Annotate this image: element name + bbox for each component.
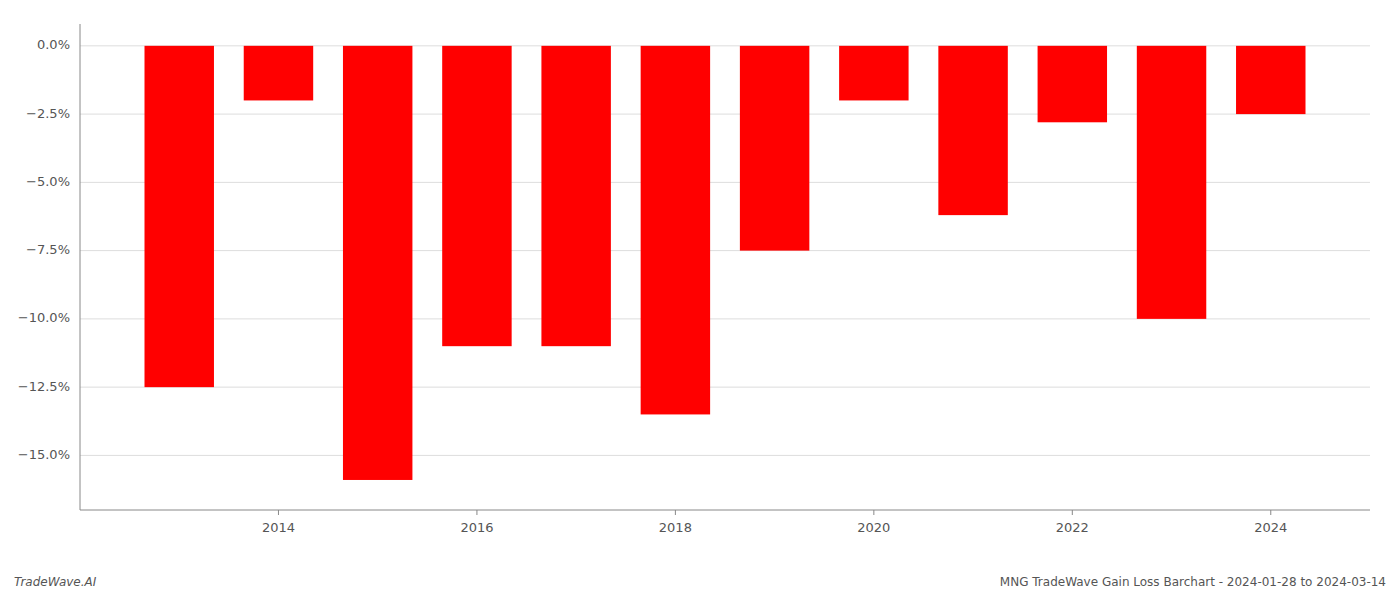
x-tick <box>476 510 477 515</box>
y-tick-label: −2.5% <box>26 106 70 121</box>
x-tick <box>1072 510 1073 515</box>
footer: TradeWave.AI MNG TradeWave Gain Loss Barc… <box>14 575 1386 589</box>
chart-svg: 0.0% −2.5% −5.0% −7.5% −10.0% −12.5% −15.0% 201… <box>0 0 1400 600</box>
bar <box>442 46 511 346</box>
x-tick-label: 2014 <box>262 520 295 535</box>
x-tick-label: 2024 <box>1254 520 1287 535</box>
grid-line <box>80 387 1370 388</box>
bar <box>145 46 214 387</box>
chart-title: MNG TradeWave Gain Loss Barchart - 2024-… <box>1000 575 1386 589</box>
x-tick <box>1270 510 1271 515</box>
x-tick <box>675 510 676 515</box>
bar <box>343 46 412 480</box>
bar <box>839 46 908 101</box>
x-axis-line <box>80 510 1370 511</box>
y-tick-label: −10.0% <box>18 310 70 325</box>
bars <box>145 46 1306 480</box>
x-tick-label: 2016 <box>460 520 493 535</box>
y-tick-label: −5.0% <box>26 174 70 189</box>
axes: 0.0% −2.5% −5.0% −7.5% −10.0% −12.5% −15.0% 201… <box>18 24 1370 535</box>
bar <box>740 46 809 251</box>
bar <box>1236 46 1305 114</box>
y-tick-label: 0.0% <box>37 37 70 52</box>
footer-annotation: TradeWave.AI <box>14 575 97 589</box>
bar <box>541 46 610 346</box>
chart-container: 0.0% −2.5% −5.0% −7.5% −10.0% −12.5% −15.0% 201… <box>0 0 1400 600</box>
background <box>0 0 1400 600</box>
bar <box>641 46 710 415</box>
bar <box>938 46 1007 215</box>
bar <box>244 46 313 101</box>
grid-line <box>80 455 1370 456</box>
x-tick <box>278 510 279 515</box>
y-tick-label: −7.5% <box>26 242 70 257</box>
grid <box>80 46 1370 456</box>
x-tick <box>873 510 874 515</box>
y-tick-label: −15.0% <box>18 447 70 462</box>
y-axis-line <box>80 24 81 510</box>
x-tick-label: 2018 <box>659 520 692 535</box>
bar <box>1038 46 1107 122</box>
bar <box>1137 46 1206 319</box>
y-tick-label: −12.5% <box>18 379 70 394</box>
x-tick-label: 2022 <box>1056 520 1089 535</box>
x-tick-label: 2020 <box>857 520 890 535</box>
